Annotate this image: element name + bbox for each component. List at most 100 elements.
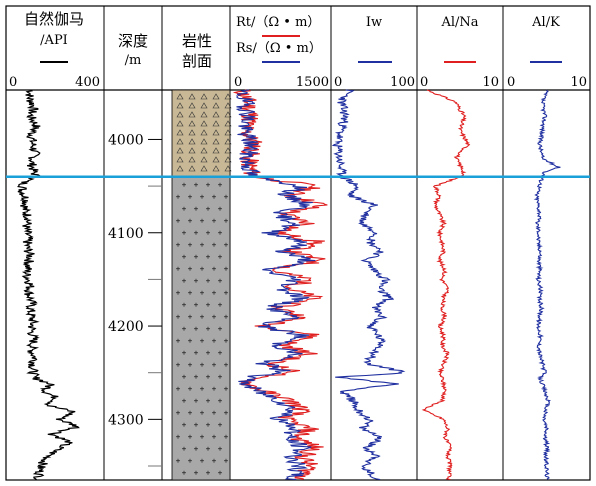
depth-tick-label: 4100 xyxy=(108,226,144,242)
sand-symbol xyxy=(176,147,184,154)
granite-symbol xyxy=(194,374,198,379)
granite-symbol xyxy=(206,302,210,307)
granite-symbol xyxy=(206,254,210,259)
granite-symbol xyxy=(182,326,186,331)
granite-symbol xyxy=(176,458,180,463)
granite-symbol xyxy=(224,410,228,415)
granite-symbol xyxy=(182,374,186,379)
sand-symbol xyxy=(200,102,208,109)
gr-title-line2: /API xyxy=(40,33,68,48)
granite-symbol xyxy=(182,254,186,259)
granite-symbol xyxy=(182,470,186,475)
sand-symbol xyxy=(224,111,232,118)
granite-symbol xyxy=(182,422,186,427)
rt-label: Rt/（Ω • m） xyxy=(236,15,320,30)
granite-symbol xyxy=(224,386,228,391)
sand-symbol xyxy=(176,111,184,118)
sand-symbol xyxy=(200,120,208,127)
granite-symbol xyxy=(188,434,192,439)
granite-symbol xyxy=(188,314,192,319)
depth-tick-label: 4200 xyxy=(108,319,144,335)
granite-symbol xyxy=(212,386,216,391)
sand-symbol xyxy=(200,138,208,145)
sand-symbol xyxy=(224,165,232,172)
depth-ticks: 4000 4100 4200 4300 xyxy=(108,132,162,467)
sand-symbol xyxy=(200,165,208,172)
sand-symbol xyxy=(224,102,232,109)
sand-symbol xyxy=(188,102,196,109)
granite-symbol xyxy=(224,290,228,295)
sand-symbol xyxy=(188,165,196,172)
granite-symbol xyxy=(212,290,216,295)
sand-symbol xyxy=(176,138,184,145)
sand-symbol xyxy=(224,93,232,100)
granite-symbol xyxy=(182,182,186,187)
sand-symbol xyxy=(188,147,196,154)
sand-symbol xyxy=(212,165,220,172)
sand-symbol xyxy=(188,156,196,163)
sand-symbol xyxy=(224,147,232,154)
granite-symbol xyxy=(212,242,216,247)
granite-symbol xyxy=(224,458,228,463)
sand-symbol xyxy=(200,111,208,118)
sand-symbol xyxy=(188,111,196,118)
granite-symbol xyxy=(218,230,222,235)
granite-symbol xyxy=(188,266,192,271)
iw-xmax: 100 xyxy=(390,75,415,90)
granite-symbol xyxy=(224,242,228,247)
granite-symbol xyxy=(206,446,210,451)
granite-symbol xyxy=(218,350,222,355)
sand-symbol xyxy=(188,138,196,145)
granite-symbol xyxy=(176,434,180,439)
granite-symbol xyxy=(206,350,210,355)
granite-symbol xyxy=(182,206,186,211)
sand-symbol xyxy=(200,93,208,100)
granite-symbol xyxy=(200,266,204,271)
granite-symbol xyxy=(218,398,222,403)
granite-symbol xyxy=(206,326,210,331)
granite-symbol xyxy=(176,386,180,391)
depth-title-line2: /m xyxy=(125,53,142,68)
granite-symbol xyxy=(182,278,186,283)
granite-symbol xyxy=(200,386,204,391)
track-frames xyxy=(5,5,591,481)
granite-symbol xyxy=(200,362,204,367)
sand-symbol xyxy=(224,129,232,136)
sand-symbol xyxy=(212,93,220,100)
granite-symbol xyxy=(188,458,192,463)
granite-symbol xyxy=(212,362,216,367)
lith-sandstone xyxy=(171,89,231,178)
sand-symbol xyxy=(200,129,208,136)
granite-symbol xyxy=(212,314,216,319)
granite-symbol xyxy=(206,398,210,403)
sand-symbol xyxy=(212,129,220,136)
granite-symbol xyxy=(176,362,180,367)
granite-symbol xyxy=(224,338,228,343)
granite-symbol xyxy=(188,218,192,223)
granite-symbol xyxy=(206,230,210,235)
granite-symbol xyxy=(200,434,204,439)
granite-symbol xyxy=(200,314,204,319)
sand-symbol xyxy=(212,120,220,127)
granite-symbol xyxy=(206,470,210,475)
sand-symbol xyxy=(212,156,220,163)
granite-symbol xyxy=(218,326,222,331)
granite-symbol xyxy=(224,266,228,271)
granite-symbol xyxy=(218,206,222,211)
granite-symbol xyxy=(212,458,216,463)
alna-label: Al/Na xyxy=(440,15,478,30)
sand-symbol xyxy=(212,147,220,154)
granite-symbol xyxy=(224,218,228,223)
outer-frame xyxy=(5,5,591,481)
granite-symbol xyxy=(224,434,228,439)
iw-xmin: 0 xyxy=(334,75,342,90)
granite-symbol xyxy=(194,182,198,187)
granite-symbol xyxy=(212,338,216,343)
granite-symbol xyxy=(188,386,192,391)
granite-symbol xyxy=(194,398,198,403)
iw-label: Iw xyxy=(366,15,382,30)
granite-symbol xyxy=(224,362,228,367)
rt-xmax: 1500 xyxy=(296,75,329,90)
log-curves xyxy=(17,89,561,481)
granite-symbol xyxy=(194,446,198,451)
